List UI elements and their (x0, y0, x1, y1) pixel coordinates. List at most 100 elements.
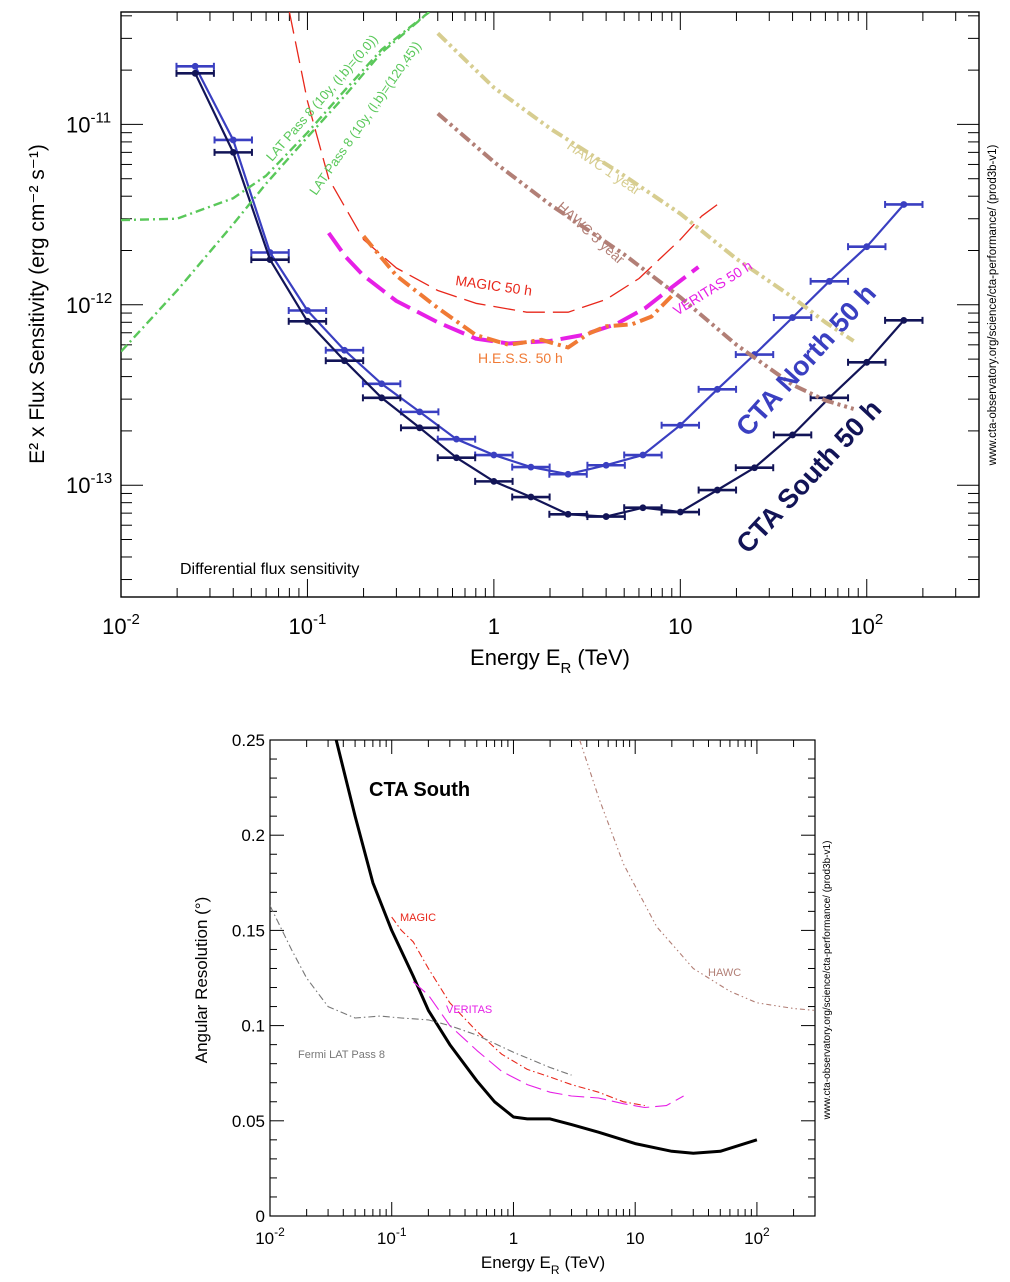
y-tick-label: 0.25 (232, 731, 265, 750)
label-fermi-lat: Fermi LAT Pass 8 (298, 1049, 385, 1061)
data-point (229, 136, 237, 144)
data-point (416, 424, 424, 432)
series-veritas (412, 981, 684, 1109)
x-tick-label: 10 (626, 1229, 645, 1248)
data-point (825, 277, 833, 285)
sensitivity-x-tick-labels: 10-2 10-1 1 10 102 (102, 611, 883, 639)
data-point (564, 470, 572, 478)
angular-resolution-chart: 10-2 10-1 1 10 102 0 0.05 0.1 0.15 0.2 0.25 CTA S… (192, 731, 833, 1277)
angres-series-group (270, 740, 815, 1155)
series-line (436, 111, 855, 411)
x-tick-label: 1 (488, 614, 500, 639)
x-tick-label: 10-2 (255, 1225, 285, 1248)
sensitivity-y-tick-labels: 10-13 10-12 10-11 (66, 109, 112, 498)
series-line (194, 72, 905, 518)
angres-plot-frame (269, 739, 816, 1217)
data-point (266, 256, 274, 264)
data-point (900, 201, 908, 208)
series-magic-50-h (288, 12, 718, 313)
y-tick-label: 0.15 (232, 921, 265, 940)
label-hess-50h: H.E.S.S. 50 h (478, 350, 563, 366)
series-line (270, 905, 572, 1076)
sensitivity-y-axis-label: E² x Flux Sensitivity (erg cm⁻² s⁻¹) (26, 144, 49, 464)
label-veritas: VERITAS (446, 1004, 492, 1016)
series-line (121, 12, 430, 222)
label-lat-pass8-00: LAT Pass 8 (10y, (l,b)=(0,0)) (263, 32, 381, 164)
series-cta-south (334, 740, 758, 1155)
angres-x-axis-label: Energy ER (TeV) (481, 1253, 605, 1277)
series-hawc (579, 740, 815, 1011)
y-tick-label: 10-13 (66, 470, 112, 498)
data-point (490, 451, 498, 459)
data-point (602, 513, 610, 520)
y-tick-label: 0.1 (241, 1017, 265, 1036)
data-point (490, 477, 498, 485)
sensitivity-chart-title: Differential flux sensitivity (180, 561, 359, 578)
x-tick-label: 102 (850, 611, 883, 639)
data-point (676, 508, 684, 516)
data-point (713, 385, 721, 393)
data-point (900, 316, 908, 324)
data-point (789, 431, 796, 439)
label-hawc-5year: HAWC 5 year (554, 198, 628, 267)
data-point (453, 454, 460, 462)
series-line (412, 981, 684, 1109)
series-magic (391, 916, 645, 1107)
series-cta-north-50-h (175, 62, 924, 478)
sensitivity-x-axis-label-unit: (TeV) (577, 645, 630, 670)
sensitivity-x-axis-label-sub: R (561, 660, 572, 677)
series-line (121, 12, 430, 353)
series-hawc-5-year (436, 111, 855, 411)
sensitivity-axis-ticks (120, 12, 980, 597)
data-point (676, 421, 684, 429)
label-veritas-50h: VERITAS 50 h (670, 257, 755, 318)
angres-side-note: www.cta-observatory.org/science/cta-perf… (822, 841, 833, 1121)
data-point (713, 486, 721, 494)
data-point (304, 307, 311, 314)
data-point (639, 451, 647, 459)
label-hawc-1year: HAWC 1 year (564, 137, 644, 198)
series-line (194, 65, 905, 476)
angres-chart-title: CTA South (369, 779, 470, 801)
y-tick-label: 10-12 (66, 290, 112, 318)
label-magic-50h: MAGIC 50 h (455, 272, 534, 299)
data-point (378, 394, 386, 402)
series-line (327, 231, 700, 346)
data-point (341, 346, 348, 354)
x-tick-label: 10-1 (289, 611, 327, 639)
data-point (564, 510, 572, 518)
y-tick-label: 0.05 (232, 1112, 265, 1131)
data-point (341, 357, 348, 365)
series-line (579, 740, 815, 1011)
series-line (391, 916, 645, 1107)
data-point (863, 243, 871, 251)
label-hawc: HAWC (708, 967, 741, 979)
series-fermi-lat-pass-8 (270, 905, 572, 1076)
series-lat-pass-8-10y-l-b-0-0 (121, 12, 430, 222)
data-point (191, 62, 199, 70)
series-veritas-50-h (327, 231, 700, 346)
y-tick-label: 10-11 (66, 109, 111, 137)
series-lat-pass-8-10y-l-b-120-45 (121, 12, 430, 353)
label-magic: MAGIC (400, 912, 436, 924)
data-point (416, 408, 424, 416)
data-point (304, 317, 311, 325)
series-line (362, 234, 674, 350)
x-tick-label: 10-1 (377, 1225, 407, 1248)
x-tick-label: 1 (509, 1229, 518, 1248)
angres-x-axis-label-sub: R (551, 1263, 560, 1277)
data-point (639, 504, 647, 512)
series-line (436, 31, 855, 343)
angres-x-axis-label-unit: (TeV) (564, 1253, 605, 1272)
series-cta-south-50-h (175, 69, 924, 521)
data-point (527, 463, 535, 471)
x-tick-label: 10-2 (102, 611, 140, 639)
angres-axis-ticks (269, 739, 816, 1217)
series-line (288, 12, 718, 313)
x-tick-label: 102 (744, 1225, 770, 1248)
data-point (602, 461, 610, 469)
angres-y-axis-label: Angular Resolution (°) (192, 897, 211, 1064)
y-tick-label: 0.2 (241, 826, 265, 845)
angres-y-tick-labels: 0 0.05 0.1 0.15 0.2 0.25 (232, 731, 265, 1226)
